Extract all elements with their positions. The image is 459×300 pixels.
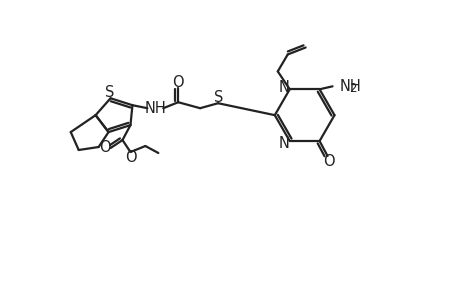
Text: S: S xyxy=(105,85,114,100)
Text: S: S xyxy=(214,90,223,105)
Text: NH: NH xyxy=(339,79,360,94)
Text: O: O xyxy=(124,150,136,165)
Text: O: O xyxy=(99,140,111,154)
Text: N: N xyxy=(278,80,289,95)
Text: O: O xyxy=(322,154,334,169)
Text: N: N xyxy=(278,136,289,151)
Text: 2: 2 xyxy=(348,82,356,95)
Text: NH: NH xyxy=(144,101,166,116)
Text: O: O xyxy=(172,75,184,90)
